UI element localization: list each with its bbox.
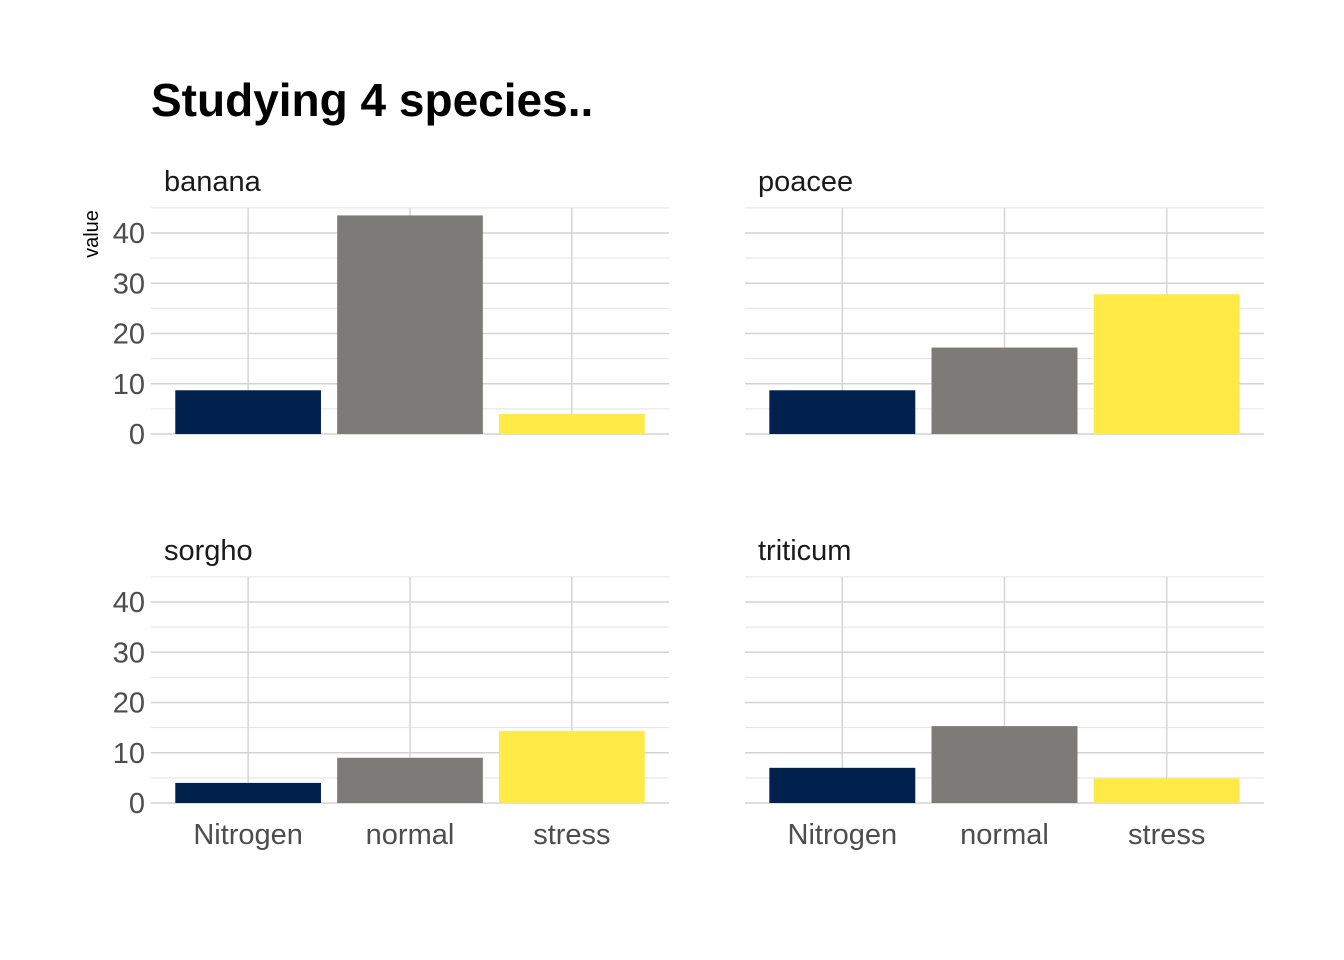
bar-triticum-stress: [1093, 778, 1240, 803]
x-tick-label: normal: [960, 819, 1049, 851]
facet-label-poacee: poacee: [758, 166, 853, 198]
bar-poacee-Nitrogen: [769, 390, 916, 434]
bar-poacee-stress: [1093, 294, 1240, 434]
y-tick-label: 30: [113, 268, 145, 300]
y-tick-label: 30: [113, 637, 145, 669]
y-tick-label: 0: [129, 788, 145, 820]
bar-banana-stress: [499, 413, 645, 434]
bar-sorgho-normal: [337, 757, 483, 803]
facet-panel-banana: banana 0 10 20 30 40: [113, 166, 669, 451]
bar-poacee-normal: [931, 347, 1078, 434]
x-tick-label: stress: [1128, 819, 1205, 851]
x-tick-label: normal: [366, 819, 455, 851]
facet-panel-poacee: poacee: [745, 166, 1264, 435]
bar-triticum-normal: [931, 726, 1078, 803]
chart-title: Studying 4 species..: [151, 74, 593, 126]
y-tick-label: 0: [129, 419, 145, 451]
facet-label-banana: banana: [164, 166, 262, 198]
bar-sorgho-stress: [499, 731, 645, 803]
bar-banana-normal: [337, 215, 483, 434]
facet-label-triticum: triticum: [758, 535, 851, 567]
bar-sorgho-Nitrogen: [175, 782, 321, 803]
x-tick-label: Nitrogen: [193, 819, 303, 851]
x-tick-label: stress: [533, 819, 610, 851]
y-tick-label: 40: [113, 218, 145, 250]
bar-banana-Nitrogen: [175, 390, 321, 434]
y-tick-label: 10: [113, 369, 145, 401]
facet-panel-triticum: triticum Nitrogen normal stress: [745, 535, 1264, 851]
facet-panel-sorgho: sorgho 0 10 20 30 40 Nitrogen normal stress: [113, 535, 669, 851]
x-tick-label: Nitrogen: [788, 819, 898, 851]
y-tick-label: 10: [113, 738, 145, 770]
bar-triticum-Nitrogen: [769, 767, 916, 803]
y-axis-label: value: [81, 210, 103, 258]
facets-layer: banana 0 10 20 30 40 poacee sorgho 0 10 20 30 40 Nitr…: [113, 166, 1264, 851]
y-tick-label: 20: [113, 688, 145, 720]
y-tick-label: 20: [113, 319, 145, 351]
facet-label-sorgho: sorgho: [164, 535, 253, 567]
y-tick-label: 40: [113, 587, 145, 619]
